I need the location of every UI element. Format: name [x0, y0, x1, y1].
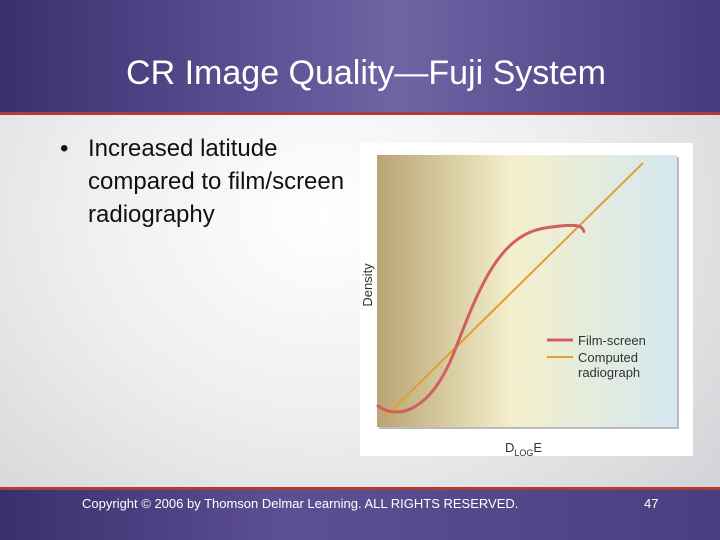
header-band	[0, 0, 720, 115]
legend-label: Computed radiograph	[578, 350, 640, 380]
page-number: 47	[644, 496, 659, 511]
legend-label: Film-screen	[578, 333, 646, 348]
bullet: • Increased latitude compared to film/scr…	[60, 135, 345, 228]
slide-title: CR Image Quality—Fuji System	[126, 54, 606, 92]
footer-band	[0, 487, 720, 540]
y-axis-label: Density	[360, 263, 375, 307]
copyright: Copyright © 2006 by Thomson Delmar Learn…	[82, 496, 519, 511]
figure: Film-screen Computed radiograph Density D…	[360, 143, 693, 456]
x-axis-label: DLOGE	[505, 440, 542, 456]
bullet-text: Increased latitude compared to film/scre…	[88, 135, 345, 228]
